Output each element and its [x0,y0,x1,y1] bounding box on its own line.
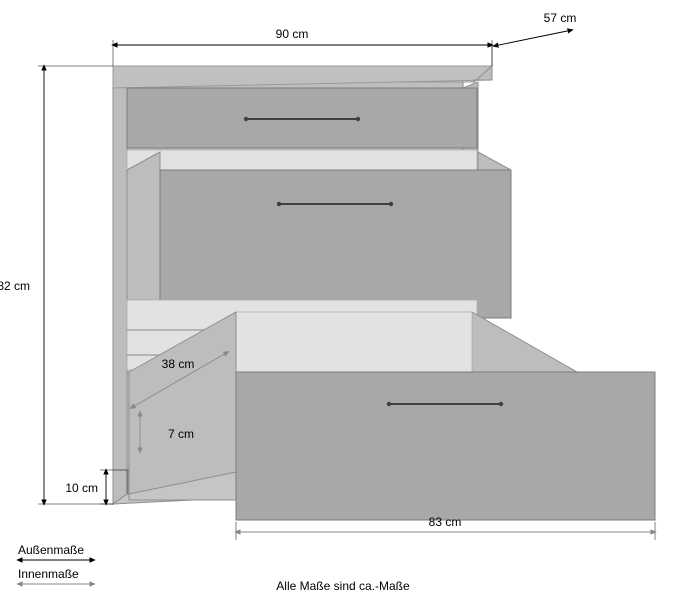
drawer-2 [127,150,544,318]
dim-width: 90 cm [113,27,492,66]
dim-plinth-label: 10 cm [65,481,98,495]
legend-outer-label: Außenmaße [18,543,84,557]
dim-width-label: 90 cm [276,27,309,41]
dim-gap-label: 7 cm [168,427,194,441]
drawer-1 [127,88,477,148]
dim-depth-label: 57 cm [544,11,577,25]
dim-drawer-depth-label: 38 cm [162,357,195,371]
caption: Alle Maße sind ca.-Maße [276,579,410,593]
dim-front-width-label: 83 cm [429,515,462,529]
dim-height-label: 82 cm [0,279,30,293]
dim-height: 82 cm [0,66,113,504]
cabinet [113,66,655,560]
dimension-drawing: 90 cm 57 cm 82 cm 38 cm 7 cm 10 cm 83 cm [0,0,686,601]
legend-inner-label: Innenmaße [18,567,79,581]
legend: Außenmaße Innenmaße [18,543,94,584]
dim-depth: 57 cm [492,11,580,66]
drawer-3-final [129,312,655,520]
